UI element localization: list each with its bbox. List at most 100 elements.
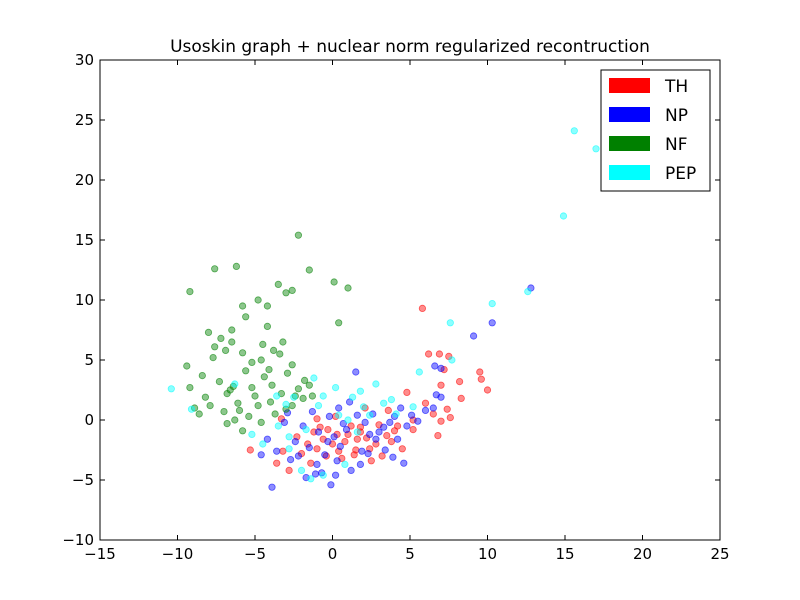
data-point-nf (257, 418, 265, 426)
x-tick-label: 15 (555, 545, 574, 563)
data-point-nf (282, 289, 290, 297)
data-point-pep (348, 393, 357, 401)
data-point-nf (211, 265, 219, 273)
data-point-th (246, 446, 254, 454)
data-point-nf (248, 383, 256, 392)
data-point-pep (570, 127, 578, 135)
y-tick-label: 5 (84, 351, 94, 369)
data-point-nf (201, 393, 209, 401)
data-point-pep (331, 383, 340, 392)
data-point-pep (248, 430, 256, 438)
data-point-np (488, 319, 496, 327)
data-point-nf (220, 407, 228, 416)
data-point-pep (524, 287, 532, 296)
data-point-np (421, 406, 430, 414)
data-point-nf (257, 356, 265, 364)
y-tick-label: 20 (75, 171, 94, 189)
data-point-th (403, 388, 411, 396)
data-point-th (353, 435, 361, 443)
data-point-pep (409, 403, 417, 411)
data-point-pep (319, 471, 327, 479)
data-point-pep (344, 416, 352, 424)
data-point-np (321, 451, 329, 459)
data-point-pep (307, 475, 315, 483)
data-point-th (424, 350, 433, 358)
data-point-nf (330, 278, 338, 286)
y-axis-tick-labels: −10 −5 0 5 10 15 20 25 30 (62, 51, 94, 549)
data-point-np (339, 419, 347, 428)
data-point-th (457, 394, 465, 402)
legend-swatch-th (609, 78, 650, 93)
data-point-nf (234, 399, 242, 407)
data-point-th (367, 457, 375, 465)
data-point-pep (366, 411, 374, 419)
data-point-nf (239, 302, 247, 310)
series-nf (183, 231, 352, 435)
data-point-np (389, 453, 397, 461)
y-tick-label: −5 (72, 471, 94, 489)
legend-swatch-pep (609, 165, 650, 180)
data-point-np (364, 449, 372, 458)
data-point-pep (274, 422, 282, 430)
data-point-nf (259, 340, 267, 348)
data-point-pep (310, 374, 318, 382)
data-point-nf (198, 371, 206, 380)
data-point-nf (335, 319, 343, 327)
y-tick-label: 25 (75, 111, 94, 129)
x-tick-label: 0 (328, 545, 338, 563)
data-point-th (476, 368, 484, 376)
data-point-pep (285, 433, 293, 441)
data-point-np (352, 368, 360, 376)
data-point-nf (206, 401, 214, 410)
data-point-np (268, 483, 276, 491)
data-point-pep (335, 411, 343, 419)
data-point-th (347, 422, 355, 430)
data-point-np (327, 481, 335, 489)
data-point-pep (187, 405, 196, 413)
data-point-nf (263, 322, 271, 330)
data-point-nf (239, 427, 247, 435)
legend-label-np: NP (665, 106, 688, 126)
data-point-np (403, 422, 411, 430)
data-point-pep (592, 145, 600, 153)
data-point-np (330, 433, 338, 441)
data-point-nf (242, 367, 250, 375)
data-point-nf (288, 401, 296, 410)
data-point-np (336, 442, 344, 450)
data-point-th (434, 431, 442, 440)
data-point-nf (232, 262, 240, 270)
data-point-nf (271, 410, 279, 418)
data-point-pep (387, 395, 395, 404)
data-point-np (397, 404, 405, 412)
data-point-pep (259, 440, 267, 448)
legend-label-pep: PEP (665, 164, 696, 184)
data-point-pep (359, 403, 368, 411)
legend-label-th: TH (664, 77, 688, 97)
data-point-nf (209, 353, 217, 362)
y-tick-label: −10 (62, 531, 94, 549)
data-point-pep (380, 399, 388, 407)
data-point-pep (415, 368, 423, 376)
data-point-pep (356, 387, 364, 395)
data-point-np (353, 411, 361, 419)
legend: TH NP NF PEP (600, 69, 711, 192)
data-point-th (409, 425, 417, 434)
data-point-np (366, 430, 374, 438)
axis-ticks-layer (99, 59, 721, 541)
data-point-th (398, 445, 406, 453)
data-point-np (414, 417, 422, 425)
data-point-nf (242, 313, 250, 321)
data-point-th (324, 425, 332, 434)
data-point-np (333, 457, 341, 465)
data-point-pep (319, 392, 327, 400)
data-point-nf (248, 358, 256, 366)
x-tick-label: 5 (405, 545, 415, 563)
data-point-th (313, 415, 321, 423)
data-point-th (455, 377, 464, 386)
data-point-np (342, 425, 351, 434)
data-point-np (380, 423, 388, 431)
data-point-pep (559, 212, 568, 220)
data-point-np (335, 404, 343, 412)
y-tick-label: 15 (75, 231, 94, 249)
